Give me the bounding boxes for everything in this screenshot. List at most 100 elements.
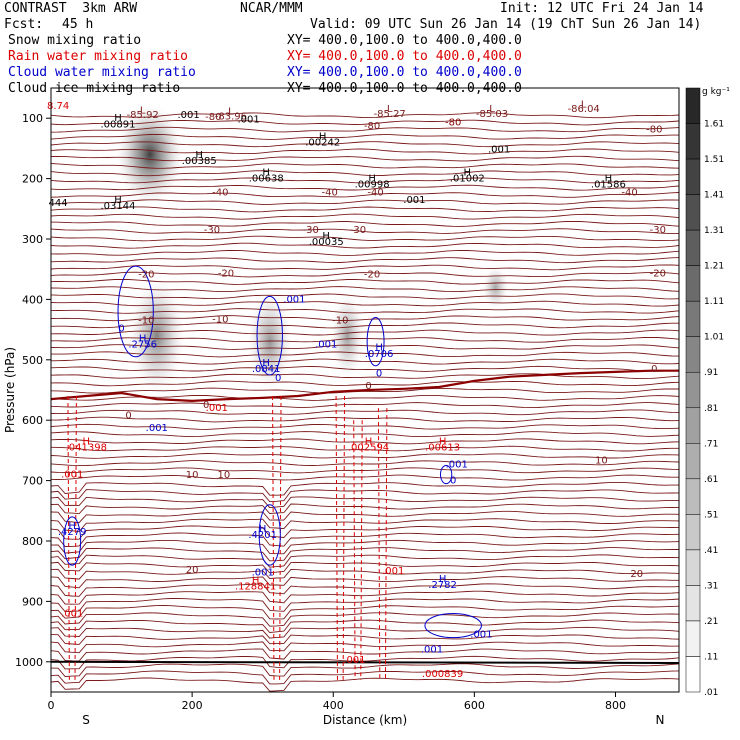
isotherm-line: [51, 300, 679, 307]
x-axis-label: Distance (km): [323, 713, 407, 727]
low-value: -85.27: [374, 109, 406, 120]
y-tick-label: 100: [22, 112, 43, 125]
isotherm-line: [51, 336, 679, 343]
high-value: .00035: [309, 237, 344, 248]
cloud-water-contour: [256, 295, 283, 376]
isotherm-line: [51, 394, 679, 401]
isotherm-line: [51, 402, 679, 409]
colorbar-level-label: 1.21: [704, 262, 724, 272]
isotherm-line: [51, 438, 679, 445]
isotherm-line: [51, 453, 679, 459]
rain-contours: [67, 396, 388, 680]
colorbar-swatch: [685, 336, 701, 373]
colorbar-level-label: .31: [704, 581, 718, 591]
isotherm-line: [51, 293, 679, 300]
colorbar-swatch: [685, 478, 701, 515]
low-marker: L: [228, 107, 234, 118]
isotherm-label: -10: [332, 316, 348, 327]
high-marker: H: [262, 168, 270, 179]
isotherm-label: 20: [630, 569, 643, 580]
isotherm-label: -20: [138, 270, 154, 281]
isotherm-line: [51, 496, 679, 509]
isotherm-line: [51, 163, 679, 169]
cloud-water-high-marker: H: [439, 574, 447, 585]
colorbar-level-label: .81: [704, 404, 718, 414]
low-value: -86.04: [568, 104, 600, 115]
valid-time: Valid: 09 UTC Sun 26 Jan 14 (19 ChT Sun …: [310, 17, 702, 32]
isotherm-label: -10: [138, 316, 154, 327]
isotherm-line: [51, 199, 679, 205]
isotherm-line: [51, 242, 679, 249]
y-tick-label: 500: [22, 354, 43, 367]
isotherm-line: [51, 228, 679, 235]
plot-label: .001: [177, 110, 199, 121]
surface-line: [51, 660, 679, 665]
x-tick-label: 200: [182, 699, 203, 712]
isotherm-line: [51, 503, 679, 515]
colorbar-level-label: .51: [704, 510, 718, 520]
isotherm-label: -40: [621, 188, 637, 199]
y-tick-label: 700: [22, 475, 43, 488]
isotherm-label: -30: [350, 225, 366, 236]
field-name-rain: Rain water mixing ratio: [8, 49, 189, 64]
y-tick-label: 800: [22, 535, 43, 548]
isotherm-line: [51, 141, 679, 148]
field-xy-snow: XY= 400.0,100.0 to 400.0,400.0: [287, 33, 522, 48]
colorbar-swatch: [685, 620, 701, 657]
isotherm-line: [51, 655, 679, 670]
isotherm-line: [51, 489, 679, 503]
isotherm-line: [51, 547, 679, 562]
isotherm-line: [51, 474, 679, 481]
cloud-water-high-marker: H: [262, 358, 270, 369]
isotherm-line: [51, 467, 679, 474]
low-marker: L: [489, 104, 495, 115]
colorbar-swatch: [685, 300, 701, 337]
isotherm-line: [51, 481, 679, 496]
colorbar-level-label: 1.31: [704, 226, 724, 236]
init-time: Init: 12 UTC Fri 24 Jan 14: [500, 1, 704, 16]
colorbar-swatch: [685, 87, 701, 124]
isotherm-line: [51, 423, 679, 430]
isotherm-line: [51, 257, 679, 264]
y-tick-label: 400: [22, 293, 43, 306]
colorbar-level-label: 1.01: [704, 333, 724, 343]
contour-labels: -80 -80 -80 -40 -40 -40 -40 -30 -30 -30 -30 -20 -20 -…: [47, 99, 666, 680]
high-value: .03144: [101, 201, 136, 212]
cloud-water-contour: [366, 317, 385, 367]
cloud-water-label: .2782: [428, 580, 457, 591]
isotherm-label: -80: [205, 112, 221, 123]
isotherm-line: [51, 344, 679, 350]
colorbar-level-label: .61: [704, 475, 718, 485]
freezing-level-line: [51, 369, 679, 403]
snow-shading-blob: [128, 277, 186, 394]
low-value: -85.92: [127, 110, 159, 121]
colorbar-level-label: .91: [704, 368, 718, 378]
rain-water-label: .001: [382, 566, 404, 577]
isotherm-line: [51, 663, 679, 677]
x-tick-label: 800: [605, 699, 626, 712]
cloud-water-contour: [117, 265, 154, 358]
forecast-label: Fcst:: [4, 17, 44, 32]
colorbar-level-label: .21: [704, 617, 718, 627]
isotherm-line: [51, 373, 679, 380]
isotherm-label: 10: [218, 470, 231, 481]
isotherm-line: [51, 358, 679, 365]
colorbar-level-label: .41: [704, 546, 718, 556]
plot-label: 8.74: [47, 101, 69, 112]
cloud-water-label: 0: [118, 323, 124, 334]
x-tick-label: 0: [48, 699, 55, 712]
rain-water-label: .041398: [66, 442, 107, 453]
colorbar-level-label: .01: [704, 688, 718, 698]
high-marker: H: [114, 113, 122, 124]
high-marker: H: [319, 131, 327, 142]
isotherm-label: 10: [186, 470, 199, 481]
isotherm-label: 0: [365, 381, 371, 392]
cloud-water-contours: [63, 265, 482, 639]
rain-water-label: .001: [343, 655, 365, 666]
y-tick-label: 200: [22, 173, 43, 186]
low-marker: L: [387, 104, 393, 115]
colorbar-level-label: .71: [704, 439, 718, 449]
y-tick-label: 1000: [15, 656, 43, 669]
colorbar-swatch: [685, 123, 701, 160]
colorbar-swatch: [685, 265, 701, 302]
